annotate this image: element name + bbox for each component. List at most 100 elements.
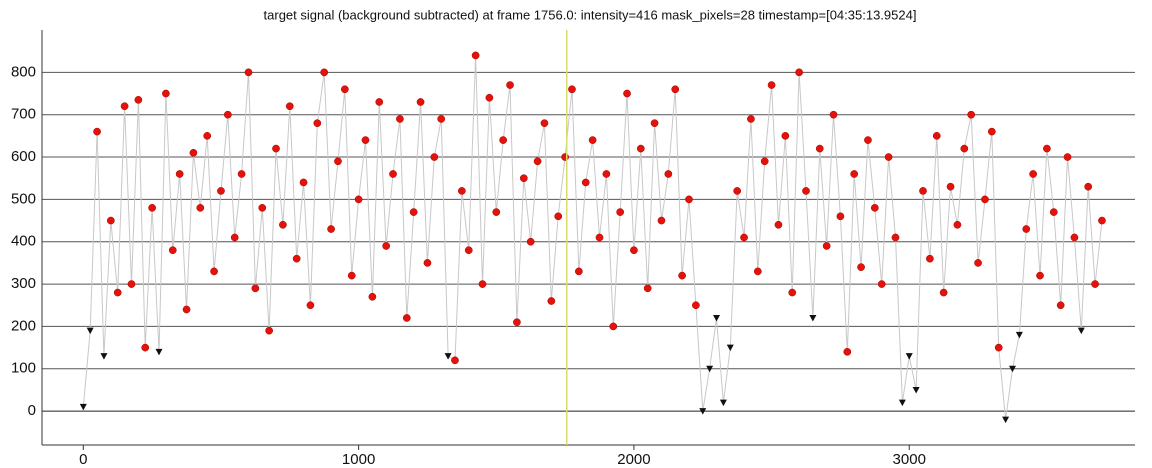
data-point	[657, 216, 666, 225]
data-point	[974, 259, 982, 267]
data-point	[733, 187, 742, 195]
data-point	[471, 51, 480, 60]
data-point	[960, 144, 969, 153]
data-point	[113, 288, 122, 297]
data-point	[1056, 301, 1065, 310]
data-point	[1049, 208, 1058, 216]
y-tick-label: 200	[11, 317, 36, 334]
data-point	[354, 195, 363, 204]
data-point	[416, 98, 425, 106]
x-tick-label: 3000	[893, 451, 926, 468]
data-point	[382, 242, 390, 250]
data-point	[843, 347, 852, 356]
data-point	[196, 204, 205, 212]
data-point	[822, 242, 831, 250]
data-point	[409, 208, 418, 216]
data-point	[217, 187, 225, 195]
data-point	[464, 246, 473, 255]
data-point	[265, 326, 273, 335]
flagged-point	[699, 408, 707, 415]
data-point	[526, 237, 535, 246]
data-point	[561, 153, 569, 161]
data-point	[595, 233, 604, 242]
data-point	[671, 85, 680, 94]
data-point	[148, 204, 156, 212]
data-point	[430, 153, 439, 161]
x-tick-label: 1000	[342, 451, 375, 468]
data-point	[519, 174, 528, 183]
data-point	[533, 157, 542, 166]
data-point	[106, 216, 115, 225]
flagged-point	[726, 344, 734, 352]
y-tick-label: 600	[11, 148, 36, 165]
data-point	[189, 148, 198, 157]
data-point	[864, 136, 872, 144]
data-point	[93, 127, 101, 136]
data-point	[774, 220, 783, 229]
data-point	[664, 170, 673, 178]
y-tick-label: 0	[28, 402, 36, 419]
y-tick-label: 500	[11, 190, 36, 207]
data-point	[506, 81, 514, 89]
flagged-point	[155, 348, 163, 356]
x-tick-label: 2000	[617, 451, 650, 468]
data-point	[850, 170, 859, 178]
data-point	[272, 144, 280, 153]
data-point	[127, 280, 136, 288]
data-point	[237, 170, 246, 178]
data-point	[375, 98, 384, 106]
data-point	[210, 267, 218, 276]
data-point	[540, 119, 549, 128]
data-point	[327, 225, 335, 233]
data-point	[857, 263, 865, 271]
y-tick-label: 800	[11, 63, 36, 80]
data-point	[1063, 153, 1072, 161]
data-point	[588, 136, 597, 144]
data-point	[884, 153, 893, 161]
flagged-point	[1077, 327, 1085, 335]
data-point	[602, 170, 611, 178]
flagged-point	[898, 399, 906, 407]
flagged-point	[713, 314, 721, 322]
y-tick-label: 100	[11, 360, 36, 377]
data-point	[340, 85, 349, 94]
data-point	[547, 297, 556, 305]
flagged-point	[1002, 416, 1010, 424]
data-point	[334, 157, 342, 166]
data-point	[182, 305, 191, 314]
data-point	[678, 271, 686, 280]
data-point	[134, 96, 143, 104]
data-point	[258, 204, 267, 212]
data-point	[623, 89, 631, 98]
data-point	[368, 292, 377, 301]
chart-title: target signal (background subtracted) at…	[264, 7, 917, 22]
data-point	[554, 212, 563, 221]
data-point	[967, 110, 976, 119]
data-point	[1029, 170, 1037, 178]
data-point	[478, 280, 487, 288]
data-point	[162, 89, 170, 98]
data-point	[451, 356, 459, 365]
data-point	[458, 187, 466, 195]
data-point	[347, 271, 356, 280]
data-point	[767, 81, 776, 89]
data-point	[870, 204, 879, 212]
data-point	[795, 68, 803, 77]
data-point	[788, 288, 797, 297]
data-point	[650, 119, 659, 128]
data-point	[175, 170, 184, 178]
data-point	[485, 93, 494, 102]
data-point	[740, 233, 748, 242]
data-point	[361, 136, 370, 144]
data-point	[994, 343, 1003, 352]
data-point	[1070, 233, 1079, 242]
data-point	[636, 144, 645, 153]
data-point	[692, 301, 700, 310]
flagged-point	[79, 403, 87, 411]
data-point	[575, 267, 583, 276]
flagged-point	[1015, 331, 1023, 339]
data-point	[953, 220, 962, 229]
data-point	[168, 246, 177, 255]
data-point	[1098, 216, 1106, 225]
data-point	[1043, 144, 1051, 153]
